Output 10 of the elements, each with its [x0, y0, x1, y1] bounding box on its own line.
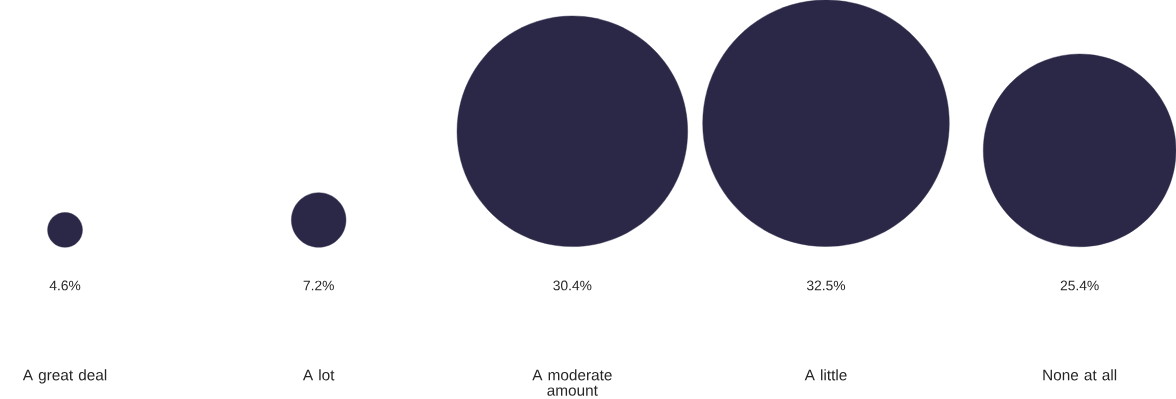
category-label: A great deal	[22, 369, 107, 384]
category-label: A moderate amount	[532, 369, 612, 396]
category-label: A little	[804, 369, 847, 381]
category-label: A lot	[302, 369, 335, 381]
data-label: 30.4%	[553, 280, 592, 291]
category-label: None at all	[1043, 369, 1117, 381]
data-label: 7.2%	[303, 280, 334, 291]
data-label: 4.6%	[49, 280, 81, 291]
data-label: 32.5%	[806, 280, 846, 291]
data-label: 25.4%	[1060, 280, 1099, 291]
